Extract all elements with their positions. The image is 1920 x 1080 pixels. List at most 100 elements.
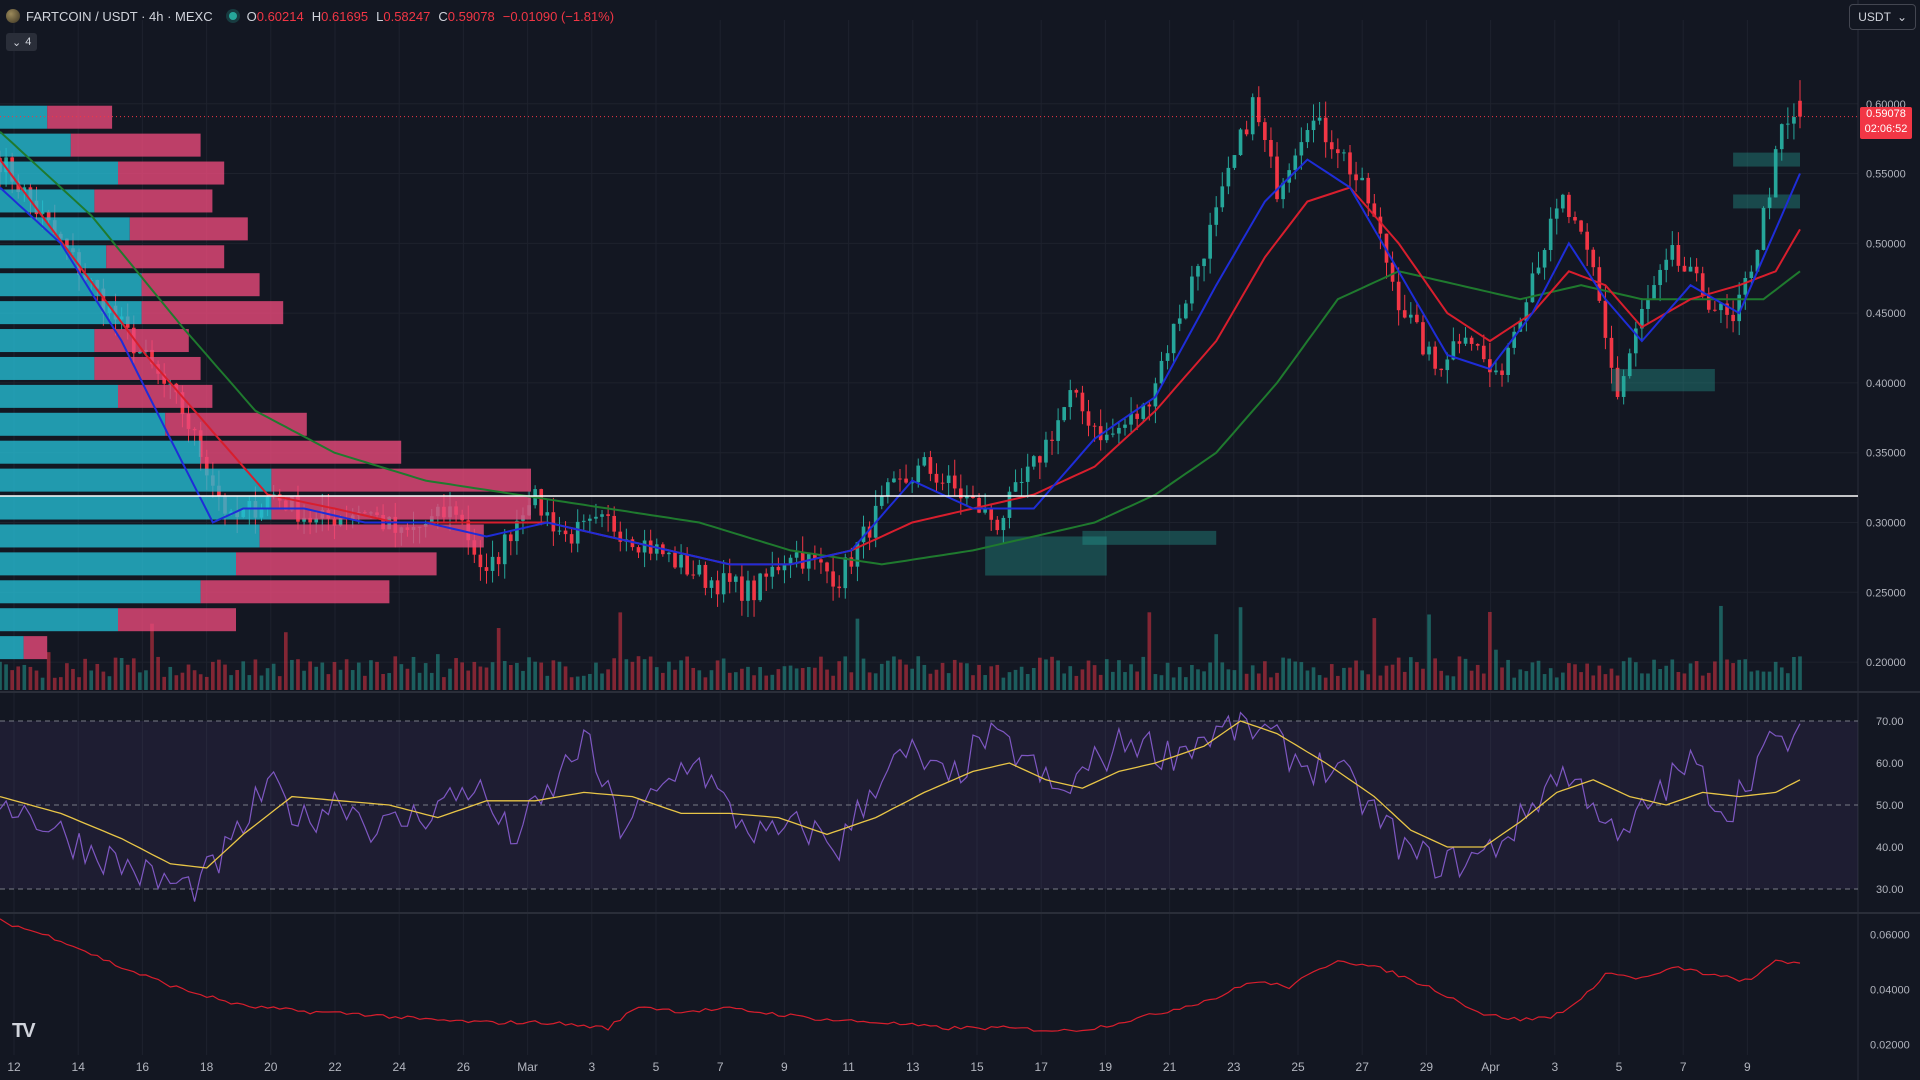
volume-bar <box>1305 670 1310 690</box>
candle-body <box>1579 220 1583 232</box>
candle-body <box>606 514 610 516</box>
volume-bar <box>1183 677 1188 690</box>
volume-bar <box>436 654 440 690</box>
volume-bar <box>515 662 519 690</box>
volume-bar <box>1488 611 1492 690</box>
candle-body <box>733 576 738 582</box>
volume-bar <box>527 657 531 690</box>
volume-profile-up-bar <box>0 636 24 660</box>
candle-body <box>204 456 209 476</box>
volume-bar <box>1396 657 1401 690</box>
volume-bar <box>770 674 775 690</box>
volume-bar <box>1031 668 1036 690</box>
volume-profile-down-bar <box>271 496 531 520</box>
volume-bar <box>1688 663 1693 690</box>
candle-body <box>138 351 142 354</box>
indicators-collapse-button[interactable]: ⌄ 4 <box>6 33 38 51</box>
time-axis-label: 27 <box>1356 1060 1370 1074</box>
volume-bar <box>575 676 580 690</box>
volume-bar <box>113 657 118 690</box>
volume-bar <box>283 632 288 690</box>
volume-bar <box>946 673 951 690</box>
candle-body <box>101 288 106 314</box>
volume-bar <box>1317 675 1322 690</box>
volume-bar <box>661 672 665 690</box>
candle-body <box>1390 262 1395 282</box>
rsi-line <box>0 711 1801 902</box>
candle-body <box>1336 149 1340 154</box>
candle-body <box>965 496 969 499</box>
candle-body <box>1415 314 1419 323</box>
volume-bar <box>1342 667 1346 690</box>
volume-bar <box>1591 675 1596 690</box>
volume-bar <box>1202 671 1206 690</box>
tradingview-logo-icon: TV <box>12 1020 36 1042</box>
volume-profile-down-bar <box>259 524 484 548</box>
volume-bar <box>1196 669 1200 690</box>
volume-bar <box>1275 672 1279 690</box>
volume-bar <box>448 668 452 690</box>
candle-body <box>1293 155 1298 171</box>
candle-body <box>1013 482 1018 492</box>
volume-bar <box>1731 663 1735 690</box>
symbol-label[interactable]: FARTCOIN / USDT · 4h · MEXC <box>26 8 213 24</box>
volume-bar <box>1621 661 1626 690</box>
volume-bar <box>1627 657 1632 690</box>
volume-bar <box>892 656 896 690</box>
candle-body <box>1749 271 1754 278</box>
candle-body <box>1159 360 1164 384</box>
volume-bar <box>211 661 215 690</box>
candle-body <box>1214 207 1219 225</box>
candle-body <box>563 530 568 535</box>
time-axis-label: 5 <box>653 1060 660 1074</box>
candle-body <box>1700 273 1705 296</box>
volume-bar <box>1238 607 1243 690</box>
volume-bar <box>1658 668 1662 690</box>
candle-body <box>1165 353 1170 361</box>
candle-body <box>1196 266 1200 277</box>
volume-bar <box>95 663 100 690</box>
candle-body <box>679 554 683 568</box>
candle-body <box>916 465 921 483</box>
candle-body <box>1433 346 1437 369</box>
volume-bar <box>1281 657 1285 690</box>
volume-bar <box>1220 662 1225 690</box>
candle-body <box>1475 343 1480 346</box>
volume-bar <box>1366 674 1371 690</box>
candle-body <box>1111 433 1115 435</box>
candle-body <box>1743 277 1748 295</box>
candle-body <box>1561 194 1565 209</box>
volume-bar <box>1263 661 1267 690</box>
volume-profile-up-bar <box>0 468 272 492</box>
candle-body <box>1609 337 1614 368</box>
volume-bar <box>1475 664 1480 690</box>
volume-bar <box>569 677 574 690</box>
indicator-count: 4 <box>25 36 32 48</box>
volume-bar <box>138 672 142 690</box>
close-value: 0.59078 <box>447 8 495 24</box>
candle-body <box>1329 142 1334 150</box>
volume-bar <box>1463 658 1468 690</box>
volume-bar <box>667 661 671 690</box>
volume-bar <box>1293 661 1298 690</box>
volume-bar <box>910 668 914 690</box>
currency-select[interactable]: USDT ⌄ <box>1849 4 1916 30</box>
candle-body <box>1792 117 1796 124</box>
volume-bar <box>1561 672 1565 690</box>
volume-bar <box>1378 675 1383 690</box>
time-axis-label: 25 <box>1291 1060 1305 1074</box>
volume-profile-up-bar <box>0 496 272 520</box>
volume-bar <box>1226 669 1231 690</box>
volume-profile-up-bar <box>0 608 118 632</box>
candle-body <box>545 512 550 516</box>
volume-bar <box>1506 659 1510 690</box>
volume-bar <box>429 672 434 690</box>
volume-profile-down-bar <box>271 468 531 492</box>
volume-bar <box>1633 662 1638 690</box>
candle-body <box>1098 426 1103 441</box>
volume-profile-down-bar <box>141 301 284 325</box>
time-axis-label: 20 <box>264 1060 278 1074</box>
candle-body <box>1652 285 1656 299</box>
volume-bar <box>1786 673 1790 690</box>
